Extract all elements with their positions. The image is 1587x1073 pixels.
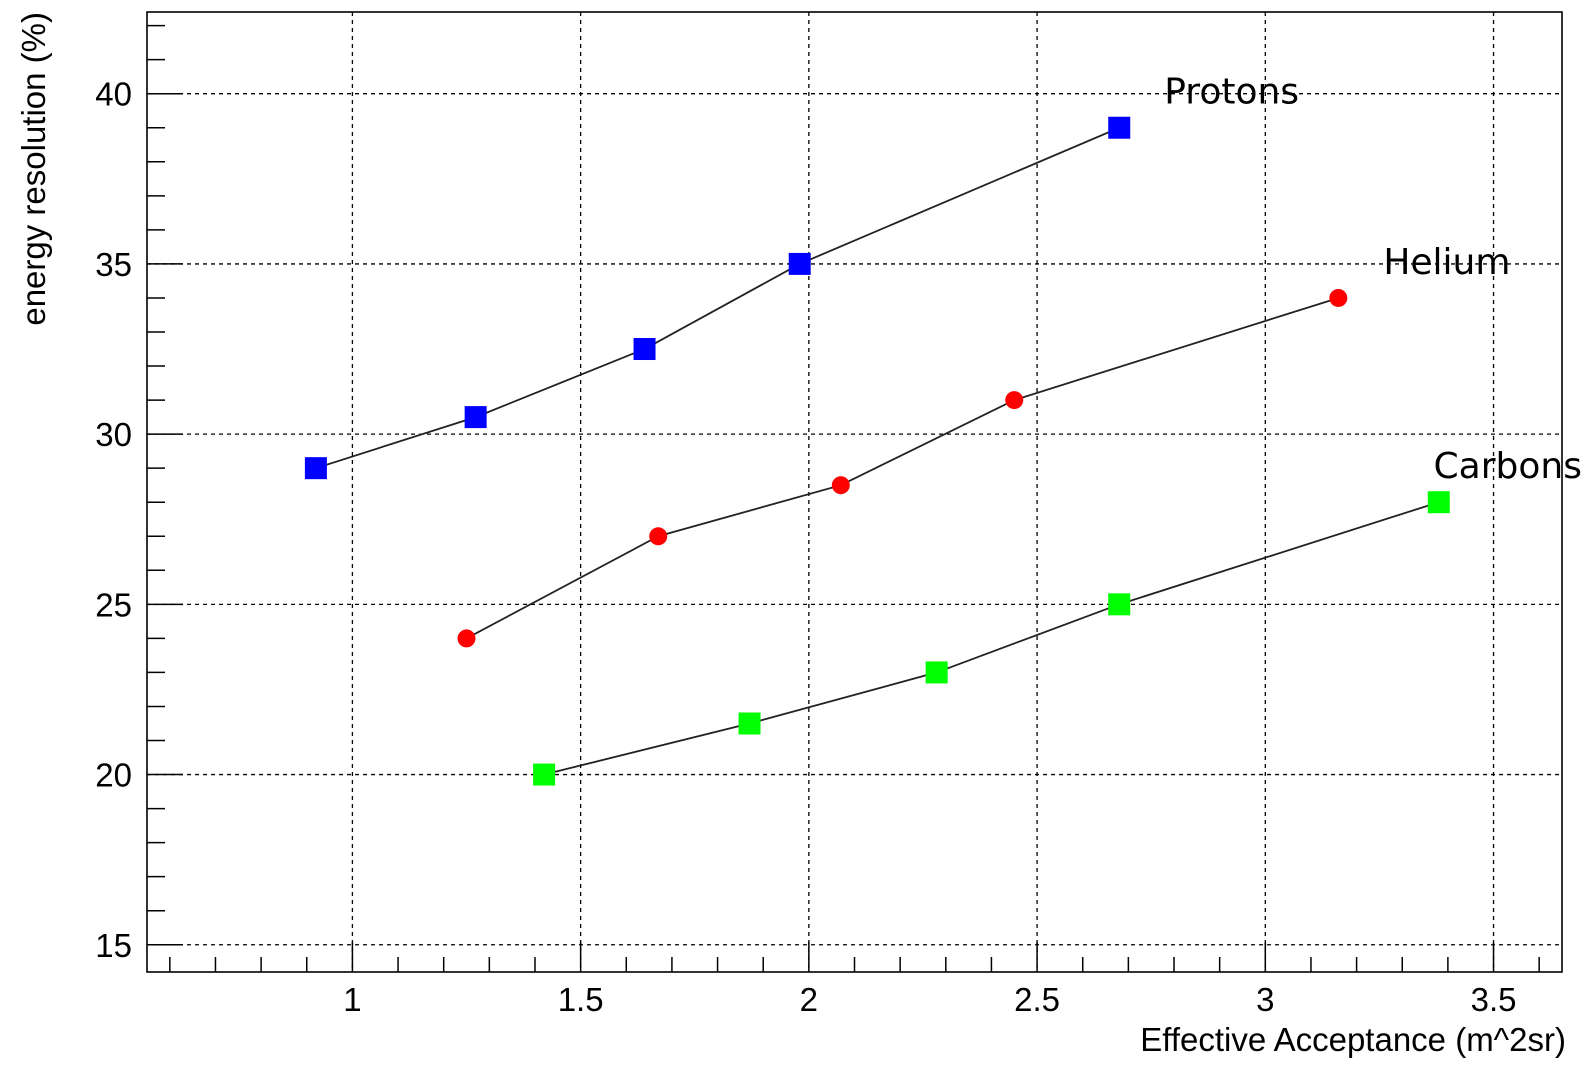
y-axis-label: energy resolution (%) <box>15 12 52 326</box>
y-tick-label: 30 <box>95 416 132 453</box>
y-tick-label: 20 <box>95 757 132 794</box>
x-tick-label: 3.5 <box>1471 981 1517 1018</box>
data-point-carbons <box>533 763 556 786</box>
series-label-carbons: Carbons <box>1434 446 1582 487</box>
data-point-protons <box>633 338 656 361</box>
data-point-protons <box>788 252 811 275</box>
data-point-carbons <box>925 661 948 684</box>
data-point-protons <box>1108 116 1131 139</box>
x-tick-label: 1.5 <box>558 981 604 1018</box>
data-point-carbons <box>1108 593 1131 616</box>
data-point-carbons <box>738 712 761 735</box>
plot-frame <box>146 11 1563 973</box>
data-point-helium <box>649 527 668 546</box>
data-point-protons <box>464 406 487 429</box>
grid <box>147 12 1562 972</box>
data-point-protons <box>304 457 327 480</box>
axis-ticks <box>147 24 1540 972</box>
series-label-protons: Protons <box>1164 72 1299 113</box>
series-protons: Protons <box>304 72 1299 480</box>
series-layer: Protons Helium Carbons <box>304 72 1582 786</box>
series-label-helium: Helium <box>1383 242 1510 283</box>
x-tick-label: 2.5 <box>1014 981 1060 1018</box>
y-tick-label: 40 <box>95 76 132 113</box>
data-point-helium <box>1329 288 1348 307</box>
x-tick-label: 2 <box>800 981 818 1018</box>
data-point-helium <box>457 629 476 648</box>
series-carbons: Carbons <box>533 446 1582 786</box>
x-axis-label: Effective Acceptance (m^2sr) <box>1140 1021 1566 1058</box>
data-point-helium <box>831 476 850 495</box>
y-tick-label: 25 <box>95 586 132 623</box>
x-tick-label: 3 <box>1256 981 1274 1018</box>
y-tick-label: 15 <box>95 927 132 964</box>
data-point-helium <box>1005 391 1024 410</box>
data-point-carbons <box>1427 491 1450 514</box>
tick-labels: 1 1.5 2 2.5 3 3.5 15 20 25 30 35 40 <box>95 76 1516 1018</box>
y-tick-label: 35 <box>95 246 132 283</box>
series-helium: Helium <box>457 242 1510 648</box>
x-tick-label: 1 <box>343 981 361 1018</box>
